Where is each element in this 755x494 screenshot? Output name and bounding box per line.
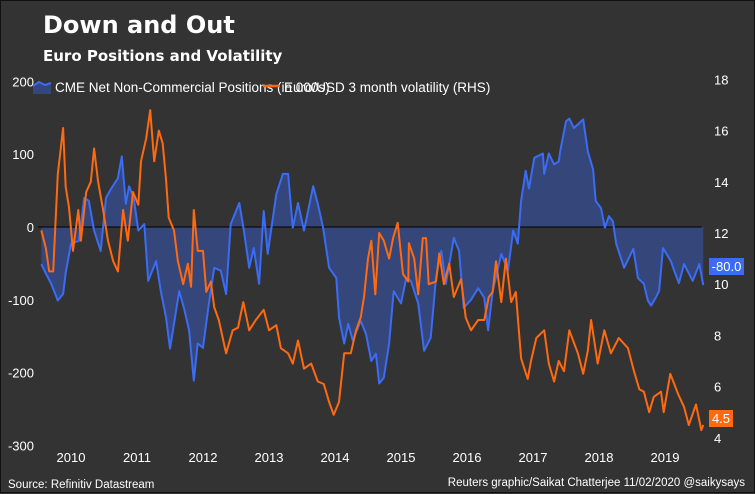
x-tick-label: 2015	[387, 450, 416, 465]
right-tick-label: 4	[714, 431, 721, 446]
left-tick-label: 0	[27, 220, 34, 235]
right-tick-label: 8	[714, 328, 721, 343]
right-tick-label: 6	[714, 380, 721, 395]
right-tick-label: 16	[714, 124, 728, 139]
x-tick-label: 2019	[651, 450, 680, 465]
x-tick-label: 2017	[519, 450, 548, 465]
x-tick-label: 2014	[321, 450, 350, 465]
right-tick-label: 10	[714, 277, 728, 292]
right-tick-label: 18	[714, 72, 728, 87]
last-value-positions: -80.0	[709, 258, 744, 275]
right-tick-label: 12	[714, 226, 728, 241]
last-value-volatility: 4.5	[709, 410, 733, 427]
x-tick-label: 2010	[57, 450, 86, 465]
left-tick-label: 100	[12, 147, 34, 162]
x-tick-label: 2016	[453, 450, 482, 465]
left-axis: 200 100 0 -100 -200 -300	[8, 74, 34, 453]
chart-title: Down and Out	[43, 11, 235, 39]
last-value-positions-label: -80.0	[712, 259, 742, 274]
legend-item-volatility: Euro/USD 3 month volatility (RHS)	[263, 80, 490, 95]
legend-label-volatility: Euro/USD 3 month volatility (RHS)	[284, 80, 490, 95]
x-tick-label: 2011	[123, 450, 151, 465]
credit-note: Reuters graphic/Saikat Chatterjee 11/02/…	[448, 477, 745, 489]
x-tick-label: 2013	[255, 450, 284, 465]
last-value-volatility-label: 4.5	[712, 411, 730, 426]
x-tick-label: 2012	[189, 450, 218, 465]
left-tick-label: -200	[8, 366, 34, 381]
x-axis: 2010 2011 2012 2013 2014 2015 2016 2017 2018 2019	[57, 450, 680, 465]
left-tick-label: -300	[8, 438, 34, 453]
x-tick-label: 2018	[585, 450, 614, 465]
legend: CME Net Non-Commercial Positions (in 000…	[33, 80, 490, 95]
left-tick-label: 200	[12, 74, 34, 89]
chart-subtitle: Euro Positions and Volatility	[43, 47, 283, 65]
right-tick-label: 14	[714, 175, 728, 190]
source-note: Source: Refinitiv Datastream	[8, 479, 154, 491]
left-tick-label: -100	[8, 293, 34, 308]
